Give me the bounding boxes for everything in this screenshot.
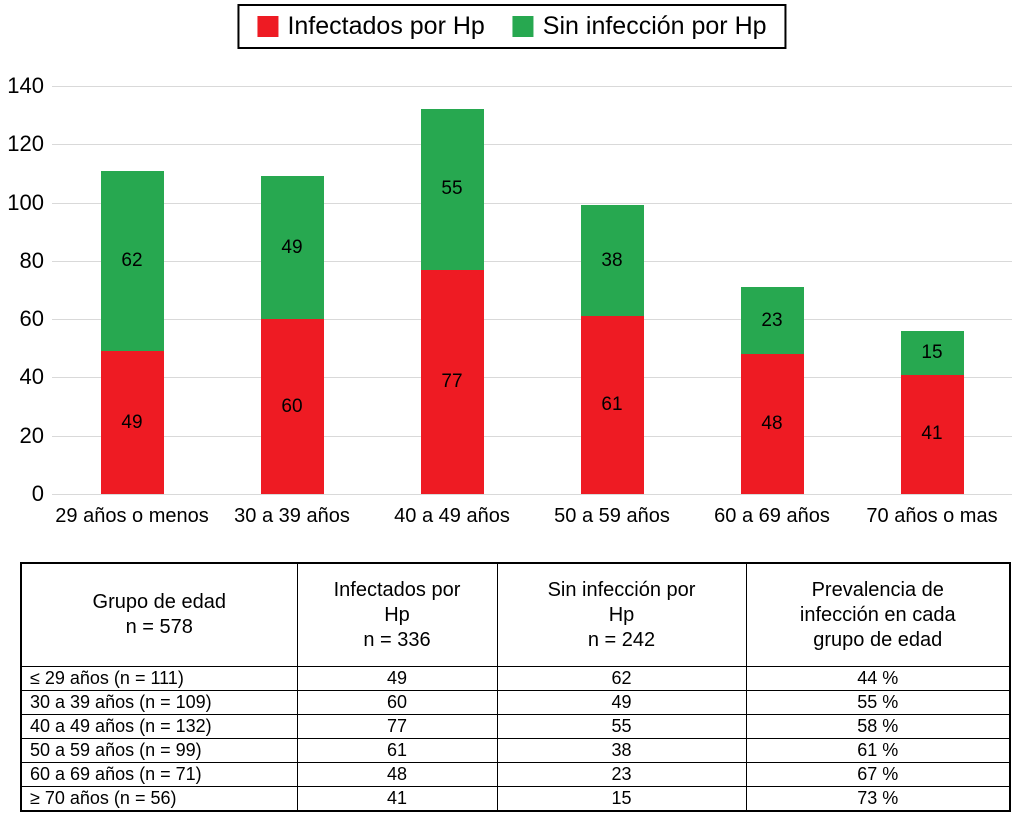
bar-segment-infected (900, 374, 964, 494)
x-axis-category-label: 40 a 49 años (394, 505, 510, 527)
table-cell-age-group: 30 a 39 años (n = 109) (20, 690, 298, 715)
summary-table: Grupo de edad n = 578 Infectados por Hp n… (20, 562, 1011, 812)
table-header-cell: Prevalencia de infección en cada grupo d… (745, 562, 1011, 667)
table-cell-value: 62 (496, 666, 747, 691)
bar-value-label: 61 (601, 394, 623, 416)
legend-item: Sin infección por Hp (512, 12, 767, 41)
bar-value-label: 60 (281, 395, 303, 417)
summary-table-body: ≤ 29 años (n = 111) 49 62 44 % 30 a 39 años … (20, 666, 1011, 812)
chart-legend: Infectados por Hp Sin infección por Hp (237, 4, 787, 49)
gridline (52, 435, 1012, 437)
bar-value-label: 49 (121, 411, 143, 433)
table-cell-age-group: ≥ 70 años (n = 56) (20, 786, 298, 812)
bar-segment-uninfected (740, 287, 804, 355)
bar-segment-infected (420, 269, 484, 494)
bar-segment-infected (260, 319, 324, 494)
table-cell-value: 48 (296, 762, 498, 787)
table-cell-age-group: 50 a 59 años (n = 99) (20, 738, 298, 763)
bar-value-label: 15 (921, 341, 943, 363)
bar-value-label: 62 (121, 249, 143, 271)
table-cell-value: 44 % (745, 666, 1011, 691)
legend-color-swatch (257, 16, 279, 37)
bar-segment-uninfected (100, 170, 164, 352)
table-cell-age-group: 40 a 49 años (n = 132) (20, 714, 298, 739)
table-cell-value: 55 % (745, 690, 1011, 715)
bar-value-label: 41 (921, 423, 943, 445)
bar-segment-infected (100, 351, 164, 494)
bar-value-label: 55 (441, 178, 463, 200)
table-cell-value: 61 % (745, 738, 1011, 763)
gridline (52, 377, 1012, 379)
bar-segment-infected (740, 354, 804, 494)
gridline (52, 86, 1012, 87)
table-row: 60 a 69 años (n = 71) 48 23 67 % (20, 762, 1011, 787)
y-axis-tick-label: 100 (7, 189, 44, 215)
bar-segment-uninfected (260, 176, 324, 320)
y-axis-tick-label: 0 (31, 481, 44, 506)
bar-value-label: 38 (601, 249, 623, 271)
bar-segment-uninfected (900, 330, 964, 375)
bar-value-label: 77 (441, 370, 463, 392)
y-axis-tick-label: 60 (19, 306, 44, 332)
table-row: 40 a 49 años (n = 132) 77 55 58 % (20, 714, 1011, 739)
bar-segment-infected (580, 316, 644, 494)
x-axis-category-label: 60 a 69 años (714, 505, 830, 527)
table-header-cell: Infectados por Hp n = 336 (296, 562, 498, 667)
table-row: ≥ 70 años (n = 56) 41 15 73 % (20, 786, 1011, 812)
table-cell-value: 77 (296, 714, 498, 739)
table-row: 30 a 39 años (n = 109) 60 49 55 % (20, 690, 1011, 715)
bar-value-label: 48 (761, 413, 783, 435)
table-cell-value: 61 (296, 738, 498, 763)
table-row: 50 a 59 años (n = 99) 61 38 61 % (20, 738, 1011, 763)
table-cell-value: 49 (296, 666, 498, 691)
x-axis-category-label: 29 años o menos (55, 505, 209, 527)
x-axis-category-label: 30 a 39 años (234, 505, 350, 527)
table-cell-value: 73 % (745, 786, 1011, 812)
legend-item: Infectados por Hp (257, 12, 485, 41)
table-header-cell: Grupo de edad n = 578 (20, 562, 298, 667)
legend-color-swatch (512, 16, 534, 37)
summary-table-head: Grupo de edad n = 578 Infectados por Hp n… (20, 562, 1011, 667)
gridline (52, 494, 1012, 495)
y-axis-tick-label: 80 (19, 247, 44, 273)
bar-segment-uninfected (580, 205, 644, 317)
y-axis-tick-label: 140 (7, 73, 44, 98)
gridline (52, 202, 1012, 204)
bar-segment-uninfected (420, 109, 484, 270)
y-axis-tick-label: 40 (19, 364, 44, 390)
table-cell-value: 15 (496, 786, 747, 812)
table-cell-value: 67 % (745, 762, 1011, 787)
table-cell-value: 58 % (745, 714, 1011, 739)
legend-item-label: Infectados por Hp (287, 12, 485, 40)
bar-value-label: 49 (281, 236, 303, 258)
gridline (52, 144, 1012, 146)
table-cell-value: 23 (496, 762, 747, 787)
table-header-cell: Sin infección por Hp n = 242 (496, 562, 747, 667)
table-header-row: Grupo de edad n = 578 Infectados por Hp n… (20, 562, 1011, 667)
table-cell-value: 49 (496, 690, 747, 715)
legend-item-label: Sin infección por Hp (542, 12, 767, 40)
gridline (52, 319, 1012, 321)
bar-value-label: 23 (761, 309, 783, 331)
table-cell-value: 55 (496, 714, 747, 739)
stacked-bar-chart: 0 20 40 60 80 100 120 140 49 62 29 años o menos 60 4… (7, 73, 1012, 527)
table-cell-age-group: ≤ 29 años (n = 111) (20, 666, 298, 691)
y-axis-tick-label: 120 (7, 131, 44, 157)
table-cell-value: 41 (296, 786, 498, 812)
table-cell-value: 60 (296, 690, 498, 715)
y-axis-tick-label: 20 (19, 422, 44, 448)
table-cell-age-group: 60 a 69 años (n = 71) (20, 762, 298, 787)
gridline (52, 260, 1012, 262)
x-axis-category-label: 50 a 59 años (554, 505, 670, 527)
table-row: ≤ 29 años (n = 111) 49 62 44 % (20, 666, 1011, 691)
table-cell-value: 38 (496, 738, 747, 763)
x-axis-category-label: 70 años o mas (866, 505, 998, 527)
